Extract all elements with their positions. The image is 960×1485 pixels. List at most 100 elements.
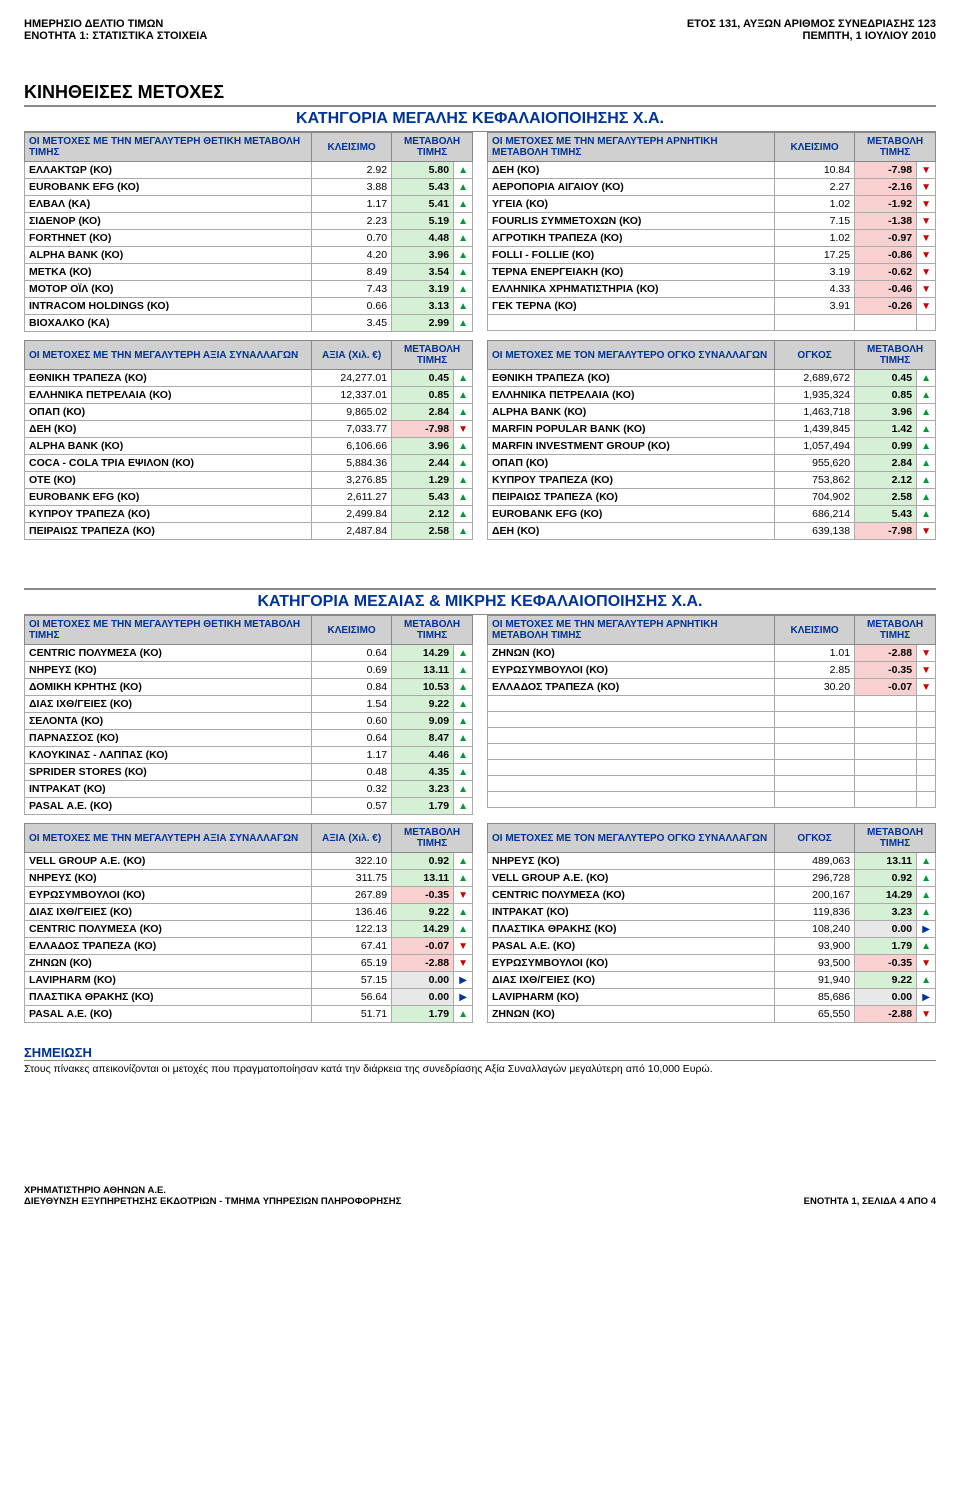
cell-name: ΔΕΗ (ΚΟ) (488, 523, 775, 540)
cell-name: CENTRIC ΠΟΛΥΜΕΣΑ (ΚΟ) (25, 645, 312, 662)
cell-value: 2,499.84 (312, 506, 392, 523)
cell-name: ΙΝΤΡΑΚΑΤ (ΚΟ) (488, 904, 775, 921)
cell-change: 13.11 (855, 853, 917, 870)
cell-name: ΕΥΡΩΣΥΜΒΟΥΛΟΙ (ΚΟ) (488, 955, 775, 972)
cell-name: ΔΕΗ (ΚΟ) (488, 162, 775, 179)
cell-value: 2.23 (312, 213, 392, 230)
arrow-icon: ▲ (454, 179, 473, 196)
cell-name: INTRACOM HOLDINGS (ΚΟ) (25, 298, 312, 315)
cell-change: -7.98 (392, 421, 454, 438)
table-row: ALPHA BANK (ΚΟ)4.203.96▲ (25, 247, 473, 264)
cell-change: 5.43 (855, 506, 917, 523)
arrow-icon: ▲ (454, 438, 473, 455)
cell-value: 0.32 (312, 781, 392, 798)
cell-name: ΣΕΛΟΝΤΑ (ΚΟ) (25, 713, 312, 730)
arrow-icon: ▼ (917, 1006, 936, 1023)
cell-change: -7.98 (855, 523, 917, 540)
cell-value: 30.20 (775, 679, 855, 696)
arrow-icon (917, 792, 936, 808)
table-row: ΑΓΡΟΤΙΚΗ ΤΡΑΠΕΖΑ (ΚΟ)1.02-0.97▼ (488, 230, 936, 247)
table-row (488, 776, 936, 792)
cell-change (855, 792, 917, 808)
arrow-icon: ▲ (917, 387, 936, 404)
arrow-icon: ▲ (454, 370, 473, 387)
cell-name: ΔΟΜΙΚΗ ΚΡΗΤΗΣ (ΚΟ) (25, 679, 312, 696)
cell-change: 13.11 (392, 870, 454, 887)
arrow-icon: ▲ (454, 455, 473, 472)
cell-change: 3.96 (392, 438, 454, 455)
cell-name: EUROBANK EFG (ΚΟ) (25, 489, 312, 506)
cell-value: 0.48 (312, 764, 392, 781)
arrow-icon: ▼ (454, 887, 473, 904)
cell-value: 3,276.85 (312, 472, 392, 489)
arrow-icon: ▲ (454, 921, 473, 938)
cell-change: -0.46 (855, 281, 917, 298)
arrow-icon: ▼ (917, 679, 936, 696)
table-row: ΟΠΑΠ (ΚΟ)9,865.022.84▲ (25, 404, 473, 421)
cell-value (775, 712, 855, 728)
arrow-icon: ▲ (917, 506, 936, 523)
cell-name: FOLLI - FOLLIE (ΚΟ) (488, 247, 775, 264)
table-row: VELL GROUP Α.Ε. (ΚΟ)296,7280.92▲ (488, 870, 936, 887)
cell-name: COCA - COLA ΤΡΙΑ ΕΨΙΛΟΝ (ΚΟ) (25, 455, 312, 472)
cell-change: 2.44 (392, 455, 454, 472)
col-name: ΟΙ ΜΕΤΟΧΕΣ ΜΕ ΤΗΝ ΜΕΓΑΛΥΤΕΡΗ ΘΕΤΙΚΗ ΜΕΤΑ… (25, 616, 312, 645)
cell-value: 6,106.66 (312, 438, 392, 455)
cell-name: ALPHA BANK (ΚΟ) (488, 404, 775, 421)
main-title: ΚΙΝΗΘΕΙΣΕΣ ΜΕΤΟΧΕΣ (24, 82, 936, 103)
col-name: ΟΙ ΜΕΤΟΧΕΣ ΜΕ ΤΗΝ ΜΕΓΑΛΥΤΕΡΗ ΑΞΙΑ ΣΥΝΑΛΛ… (25, 824, 312, 853)
cell-value: 4.20 (312, 247, 392, 264)
cell-name: ΕΛΛΗΝΙΚΑ ΠΕΤΡΕΛΑΙΑ (ΚΟ) (25, 387, 312, 404)
cell-value: 0.57 (312, 798, 392, 815)
arrow-icon: ▲ (917, 904, 936, 921)
arrow-icon: ▲ (454, 870, 473, 887)
cell-change: -0.86 (855, 247, 917, 264)
table-row: ALPHA BANK (ΚΟ)6,106.663.96▲ (25, 438, 473, 455)
cell-value: 17.25 (775, 247, 855, 264)
table-row: MARFIN POPULAR BANK (ΚΟ)1,439,8451.42▲ (488, 421, 936, 438)
cell-value: 51.71 (312, 1006, 392, 1023)
table-row: EUROBANK EFG (ΚΟ)686,2145.43▲ (488, 506, 936, 523)
arrow-icon: ▲ (917, 455, 936, 472)
cell-value: 57.15 (312, 972, 392, 989)
cell-name: ΑΓΡΟΤΙΚΗ ΤΡΑΠΕΖΑ (ΚΟ) (488, 230, 775, 247)
cell-name: PASAL Α.Ε. (ΚΟ) (488, 938, 775, 955)
cell-change (855, 728, 917, 744)
table-row: ΔΕΗ (ΚΟ)10.84-7.98▼ (488, 162, 936, 179)
cell-name: FORTHNET (ΚΟ) (25, 230, 312, 247)
cell-value: 2.92 (312, 162, 392, 179)
cell-change: 3.54 (392, 264, 454, 281)
cell-change: 14.29 (392, 645, 454, 662)
cell-change: 3.96 (392, 247, 454, 264)
cell-name: ΕΛΛΗΝΙΚΑ ΧΡΗΜΑΤΙΣΤΗΡΙΑ (ΚΟ) (488, 281, 775, 298)
cell-name: CENTRIC ΠΟΛΥΜΕΣΑ (ΚΟ) (25, 921, 312, 938)
cell-value: 10.84 (775, 162, 855, 179)
table-row: CENTRIC ΠΟΛΥΜΕΣΑ (ΚΟ)200,16714.29▲ (488, 887, 936, 904)
cell-value (775, 728, 855, 744)
arrow-icon: ▲ (454, 662, 473, 679)
col-change: ΜΕΤΑΒΟΛΗ ΤΙΜΗΣ (855, 341, 936, 370)
cell-name: ΚΥΠΡΟΥ ΤΡΑΠΕΖΑ (ΚΟ) (488, 472, 775, 489)
cell-value: 296,728 (775, 870, 855, 887)
col-change: ΜΕΤΑΒΟΛΗ ΤΙΜΗΣ (392, 133, 473, 162)
cell-change: 2.99 (392, 315, 454, 332)
cell-name: ΔΕΗ (ΚΟ) (25, 421, 312, 438)
arrow-icon: ▲ (917, 370, 936, 387)
table-row: ΠΛΑΣΤΙΚΑ ΘΡΑΚΗΣ (ΚΟ)56.640.00▶ (25, 989, 473, 1006)
cell-value: 267.89 (312, 887, 392, 904)
table-row: ΒΙΟΧΑΛΚΟ (ΚΑ)3.452.99▲ (25, 315, 473, 332)
table-row: ΖΗΝΩΝ (ΚΟ)1.01-2.88▼ (488, 645, 936, 662)
col-name: ΟΙ ΜΕΤΟΧΕΣ ΜΕ ΤΗΝ ΜΕΓΑΛΥΤΕΡΗ ΑΞΙΑ ΣΥΝΑΛΛ… (25, 341, 312, 370)
cell-change: -0.07 (855, 679, 917, 696)
arrow-icon: ▶ (917, 989, 936, 1006)
arrow-icon: ▼ (917, 230, 936, 247)
table-row: ΕΛΒΑΛ (ΚΑ)1.175.41▲ (25, 196, 473, 213)
cell-change: 3.23 (392, 781, 454, 798)
stock-table: ΟΙ ΜΕΤΟΧΕΣ ΜΕ ΤΗΝ ΜΕΓΑΛΥΤΕΡΗ ΑΞΙΑ ΣΥΝΑΛΛ… (24, 823, 473, 1023)
table-row: ΜΕΤΚΑ (ΚΟ)8.493.54▲ (25, 264, 473, 281)
cell-value (775, 315, 855, 331)
table-row: ΟΠΑΠ (ΚΟ)955,6202.84▲ (488, 455, 936, 472)
table-row (488, 712, 936, 728)
arrow-icon: ▲ (454, 387, 473, 404)
col-value: ΑΞΙΑ (Χιλ. €) (312, 341, 392, 370)
